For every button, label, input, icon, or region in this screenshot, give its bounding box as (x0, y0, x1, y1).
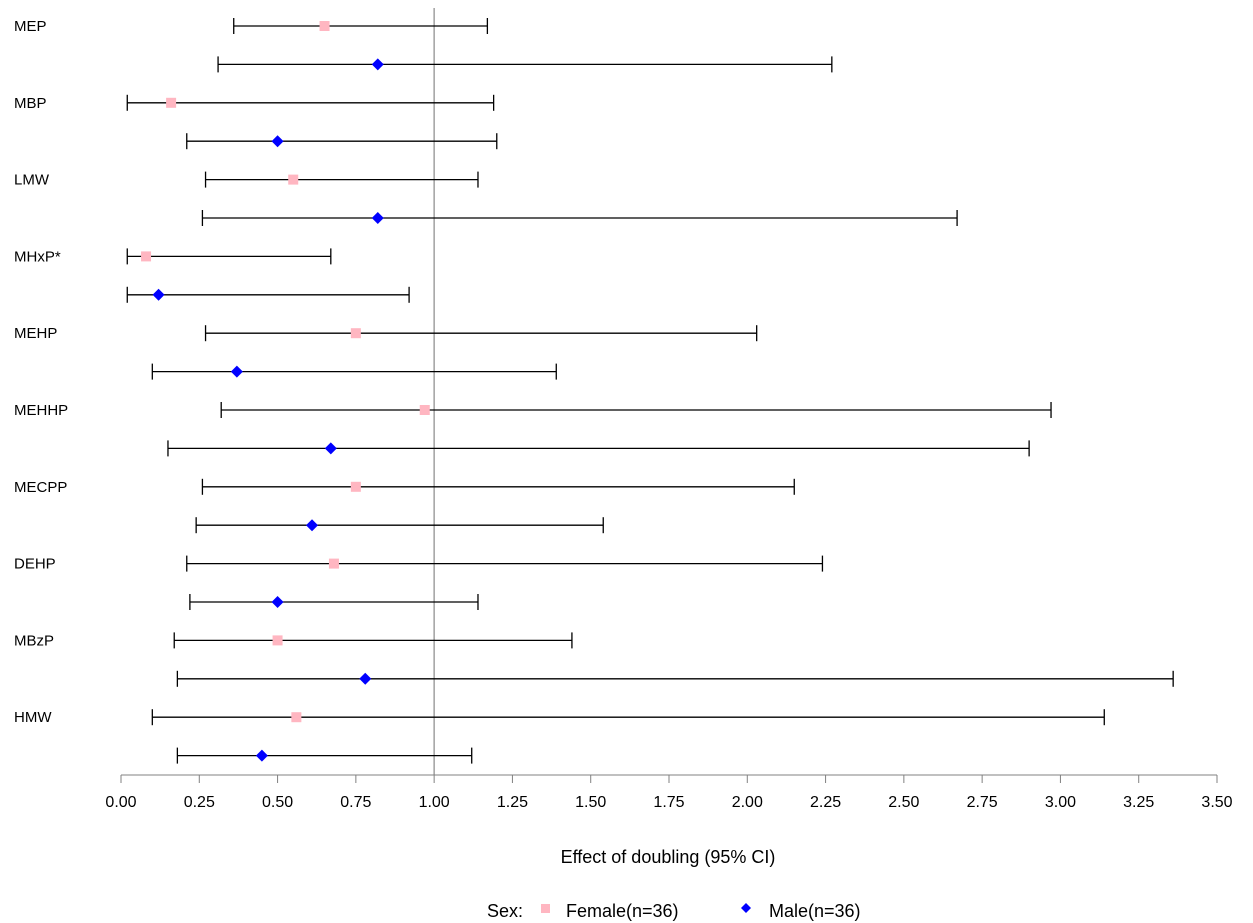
legend-female-label: Female(n=36) (566, 901, 679, 921)
category-label: MHxP* (14, 248, 61, 265)
estimate-marker-square (319, 21, 330, 31)
x-tick-label: 3.50 (1201, 794, 1232, 811)
estimate-marker-diamond (255, 749, 268, 762)
estimate-marker-square (166, 97, 177, 108)
x-tick-label: 2.00 (732, 794, 763, 811)
estimate-marker-square (291, 712, 302, 723)
ci-row (220, 402, 1052, 418)
estimate-marker-square (328, 558, 339, 569)
category-labels: MEP MBP LMW MHxP* MEHP MEHHP MECPP DEHP MBzP HMW (14, 18, 68, 726)
x-tick-label: 2.75 (967, 794, 998, 811)
estimate-marker-diamond (324, 442, 337, 455)
category-label: MEHP (14, 325, 57, 342)
ci-row (217, 56, 833, 73)
estimate-marker-diamond (271, 135, 284, 148)
category-label: HMW (14, 709, 52, 726)
estimate-marker-diamond (271, 596, 284, 608)
estimate-marker-diamond (152, 288, 165, 301)
legend-male-label: Male(n=36) (769, 901, 861, 921)
x-tick-label: 2.50 (888, 794, 919, 811)
ci-row (233, 18, 489, 34)
category-label: MEP (14, 18, 47, 35)
category-label: MEHHP (14, 402, 68, 419)
category-label: LMW (14, 172, 50, 189)
legend-title: Sex: (487, 901, 523, 921)
category-label: DEHP (14, 556, 56, 573)
ci-row (126, 94, 495, 111)
estimate-marker-square (141, 251, 152, 262)
chart-marks (126, 18, 1174, 764)
ci-row (201, 210, 958, 226)
ci-row (186, 555, 824, 572)
category-label: MECPP (14, 479, 67, 496)
estimate-marker-diamond (359, 672, 372, 685)
ci-row (151, 709, 1105, 726)
estimate-marker-square (272, 635, 283, 646)
legend: Sex: Female(n=36) Male(n=36) (487, 901, 861, 921)
estimate-marker-square (350, 328, 361, 339)
x-tick-label: 3.25 (1123, 794, 1154, 811)
x-tick-label: 2.25 (810, 794, 841, 811)
ci-row (195, 517, 604, 534)
ci-row (189, 594, 479, 610)
category-label: MBzP (14, 632, 54, 649)
estimate-marker-square (350, 481, 361, 492)
ci-row (201, 478, 795, 495)
legend-male-marker (741, 903, 751, 913)
ci-row (176, 747, 473, 764)
x-tick-label: 1.25 (497, 794, 528, 811)
estimate-marker-diamond (371, 212, 384, 224)
estimate-marker-square (288, 174, 299, 185)
x-axis-label: Effect of doubling (95% CI) (561, 847, 776, 867)
ci-row (176, 670, 1174, 687)
ci-row (186, 133, 498, 150)
x-tick-label: 0.50 (262, 794, 293, 811)
estimate-marker-diamond (371, 58, 384, 71)
ci-row (151, 363, 557, 380)
estimate-marker-diamond (306, 519, 319, 532)
x-axis: 0.00 0.25 0.50 0.75 1.00 1.25 1.50 1.75 2.00 2.25… (105, 774, 1233, 811)
x-tick-label: 0.00 (105, 794, 136, 811)
ci-row (126, 248, 332, 265)
x-tick-label: 0.25 (184, 794, 215, 811)
estimate-marker-square (419, 405, 430, 415)
x-tick-label: 3.00 (1045, 794, 1076, 811)
ci-row (126, 286, 410, 303)
legend-female-marker (541, 904, 550, 913)
x-tick-label: 0.75 (340, 794, 371, 811)
ci-row (167, 440, 1030, 457)
x-tick-label: 1.75 (653, 794, 684, 811)
category-label: MBP (14, 95, 47, 112)
ci-row (173, 632, 573, 649)
x-tick-label: 1.00 (419, 794, 450, 811)
ci-row (204, 325, 758, 342)
estimate-marker-diamond (230, 365, 243, 378)
x-tick-label: 1.50 (575, 794, 606, 811)
ci-row (204, 171, 479, 188)
